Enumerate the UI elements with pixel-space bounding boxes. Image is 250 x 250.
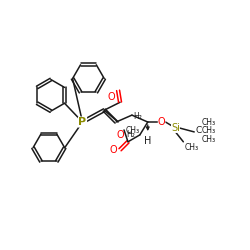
Text: H₂: H₂	[126, 130, 135, 140]
Text: P: P	[78, 117, 86, 127]
Text: CH₃: CH₃	[184, 143, 198, 152]
Text: O: O	[110, 145, 117, 155]
Text: Si: Si	[171, 123, 180, 133]
Text: H₂: H₂	[133, 112, 142, 121]
Text: O: O	[158, 117, 166, 127]
Text: C: C	[195, 126, 202, 136]
Text: O: O	[116, 130, 124, 140]
Text: H: H	[144, 136, 152, 146]
Text: O: O	[108, 92, 115, 102]
Text: CH₃: CH₃	[201, 135, 215, 144]
Text: CH₃: CH₃	[126, 126, 140, 135]
Text: CH₃: CH₃	[201, 118, 215, 126]
Text: CH₃: CH₃	[201, 126, 215, 136]
